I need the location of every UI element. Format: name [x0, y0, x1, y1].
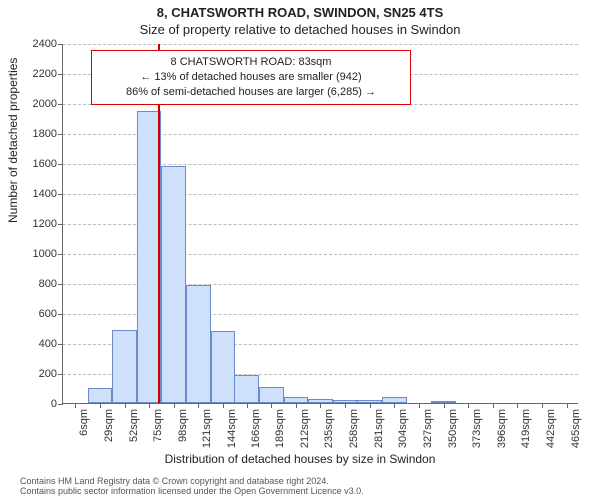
- x-tick-mark: [296, 403, 297, 408]
- y-tick-label: 800: [39, 278, 63, 290]
- annotation-box: 8 CHATSWORTH ROAD: 83sqm ← 13% of detach…: [91, 50, 411, 105]
- y-tick-label: 1200: [33, 218, 63, 230]
- x-tick-mark: [149, 403, 150, 408]
- x-tick-mark: [419, 403, 420, 408]
- x-tick-label: 75sqm: [152, 409, 164, 442]
- y-tick-label: 1800: [33, 128, 63, 140]
- annotation-line-1: 8 CHATSWORTH ROAD: 83sqm: [98, 55, 404, 70]
- y-tick-label: 2200: [33, 68, 63, 80]
- x-tick-label: 396sqm: [496, 409, 508, 448]
- chart-title: 8, CHATSWORTH ROAD, SWINDON, SN25 4TS: [0, 5, 600, 20]
- x-tick-mark: [517, 403, 518, 408]
- histogram-bar: [161, 166, 186, 403]
- attribution-footer: Contains HM Land Registry data © Crown c…: [0, 476, 600, 496]
- x-tick-mark: [223, 403, 224, 408]
- x-tick-label: 327sqm: [422, 409, 434, 448]
- y-tick-label: 1600: [33, 158, 63, 170]
- y-tick-label: 2400: [33, 38, 63, 50]
- x-tick-mark: [542, 403, 543, 408]
- histogram-bar: [234, 375, 259, 404]
- x-tick-label: 350sqm: [447, 409, 459, 448]
- x-tick-label: 6sqm: [78, 409, 90, 436]
- x-tick-label: 304sqm: [397, 409, 409, 448]
- histogram-bar: [112, 330, 137, 404]
- property-size-chart: 8, CHATSWORTH ROAD, SWINDON, SN25 4TS Si…: [0, 0, 600, 500]
- footer-line-2: Contains public sector information licen…: [20, 486, 600, 496]
- plot-area: 0200400600800100012001400160018002000220…: [62, 44, 578, 404]
- x-tick-mark: [468, 403, 469, 408]
- y-tick-label: 600: [39, 308, 63, 320]
- x-tick-label: 212sqm: [299, 409, 311, 448]
- x-tick-label: 373sqm: [471, 409, 483, 448]
- x-tick-label: 465sqm: [570, 409, 582, 448]
- y-axis-label: Number of detached properties: [6, 58, 20, 223]
- x-axis-label: Distribution of detached houses by size …: [0, 452, 600, 466]
- y-tick-label: 400: [39, 338, 63, 350]
- x-tick-label: 29sqm: [103, 409, 115, 442]
- x-tick-label: 258sqm: [348, 409, 360, 448]
- x-tick-label: 166sqm: [250, 409, 262, 448]
- x-tick-mark: [444, 403, 445, 408]
- x-tick-mark: [198, 403, 199, 408]
- x-tick-label: 98sqm: [177, 409, 189, 442]
- x-tick-mark: [394, 403, 395, 408]
- histogram-bar: [259, 387, 284, 404]
- y-tick-label: 0: [51, 398, 63, 410]
- x-tick-label: 281sqm: [373, 409, 385, 448]
- x-tick-mark: [345, 403, 346, 408]
- x-tick-mark: [567, 403, 568, 408]
- y-tick-label: 1400: [33, 188, 63, 200]
- x-tick-label: 419sqm: [520, 409, 532, 448]
- x-tick-label: 144sqm: [226, 409, 238, 448]
- chart-subtitle: Size of property relative to detached ho…: [0, 22, 600, 37]
- footer-line-1: Contains HM Land Registry data © Crown c…: [20, 476, 600, 486]
- annotation-line-2: ← 13% of detached houses are smaller (94…: [98, 70, 404, 85]
- histogram-bar: [211, 331, 236, 403]
- x-tick-mark: [247, 403, 248, 408]
- x-tick-mark: [370, 403, 371, 408]
- annotation-line-3: 86% of semi-detached houses are larger (…: [98, 85, 404, 100]
- y-tick-label: 200: [39, 368, 63, 380]
- y-tick-label: 2000: [33, 98, 63, 110]
- x-tick-mark: [271, 403, 272, 408]
- x-tick-label: 235sqm: [323, 409, 335, 448]
- gridline: [63, 44, 578, 45]
- x-tick-mark: [493, 403, 494, 408]
- x-tick-label: 189sqm: [274, 409, 286, 448]
- y-tick-label: 1000: [33, 248, 63, 260]
- x-tick-mark: [125, 403, 126, 408]
- x-tick-mark: [100, 403, 101, 408]
- x-tick-mark: [75, 403, 76, 408]
- x-tick-label: 52sqm: [128, 409, 140, 442]
- x-tick-label: 442sqm: [545, 409, 557, 448]
- x-tick-mark: [320, 403, 321, 408]
- histogram-bar: [186, 285, 211, 404]
- histogram-bar: [88, 388, 113, 403]
- x-tick-label: 121sqm: [201, 409, 213, 448]
- x-tick-mark: [174, 403, 175, 408]
